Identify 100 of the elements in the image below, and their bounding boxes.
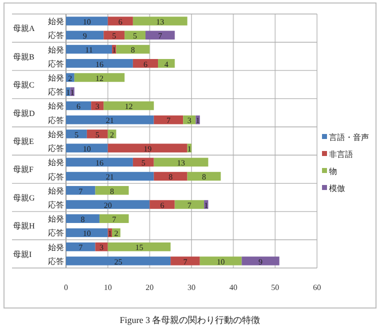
y-tick-label: 応答 bbox=[48, 116, 64, 125]
bar bbox=[108, 242, 171, 252]
bar bbox=[66, 228, 108, 238]
data-label: 8 bbox=[80, 214, 85, 224]
data-label: 12 bbox=[95, 74, 104, 83]
y-tick-label: 始発 bbox=[48, 214, 64, 224]
data-label: 10 bbox=[82, 229, 91, 238]
data-label: 16 bbox=[95, 158, 104, 168]
bar bbox=[66, 214, 100, 223]
x-tick-label: 40 bbox=[229, 283, 238, 292]
text: 母親I bbox=[13, 250, 32, 259]
data-label: 11 bbox=[85, 46, 93, 55]
data-label: 5 bbox=[112, 32, 116, 41]
bar bbox=[104, 30, 125, 40]
bar bbox=[66, 256, 171, 266]
data-label: 1 bbox=[196, 116, 200, 126]
bar bbox=[132, 16, 188, 26]
bar bbox=[66, 172, 154, 181]
bar bbox=[154, 158, 208, 167]
data-label: 2 bbox=[68, 74, 72, 83]
data-label: 1 bbox=[187, 144, 192, 154]
bar bbox=[124, 30, 146, 40]
y-tick-label: 始発 bbox=[48, 186, 64, 196]
data-label: 8 bbox=[202, 172, 206, 182]
data-label: 5 bbox=[141, 158, 146, 168]
data-label: 16 bbox=[95, 60, 104, 69]
bar bbox=[66, 144, 108, 152]
data-label: 6 bbox=[143, 60, 148, 69]
y-tick-label: 始発 bbox=[48, 102, 64, 111]
legend-label: 物 bbox=[329, 167, 337, 176]
bar bbox=[66, 200, 150, 209]
data-label: 6 bbox=[76, 102, 81, 112]
bar bbox=[242, 256, 280, 266]
data-label: 6 bbox=[160, 200, 164, 210]
bar bbox=[132, 158, 154, 167]
data-label: 7 bbox=[78, 243, 83, 252]
data-label: 9 bbox=[82, 32, 87, 41]
bar bbox=[187, 172, 221, 181]
y-tick-label: 応答 bbox=[48, 200, 64, 210]
bar bbox=[74, 73, 125, 82]
data-label: 1 bbox=[70, 88, 74, 97]
y-tick-label: 始発 bbox=[48, 17, 64, 26]
data-label: 5 bbox=[74, 130, 78, 140]
data-label: 10 bbox=[216, 257, 225, 266]
data-label: 1 bbox=[108, 229, 112, 238]
data-label: 8 bbox=[168, 172, 173, 182]
data-label: 1 bbox=[66, 88, 70, 97]
y-tick-label: 応答 bbox=[48, 59, 64, 68]
data-label: 7 bbox=[78, 186, 83, 196]
y-tick-label: 始発 bbox=[48, 130, 64, 139]
bar bbox=[86, 130, 108, 138]
bar bbox=[66, 186, 96, 195]
y-tick-label: 応答 bbox=[48, 228, 64, 238]
bar bbox=[200, 256, 242, 266]
bar bbox=[66, 59, 133, 68]
legend-label: 模倣 bbox=[329, 184, 345, 193]
text: 母親C bbox=[13, 80, 34, 90]
bar bbox=[170, 256, 200, 266]
x-tick-label: 10 bbox=[104, 283, 112, 292]
legend-label: 言語・音声 bbox=[329, 133, 369, 142]
data-label: 13 bbox=[177, 158, 186, 168]
legend-label: 非言語 bbox=[329, 150, 353, 159]
x-tick-label: 60 bbox=[313, 283, 321, 292]
y-tick-label: 応答 bbox=[48, 172, 64, 182]
bar bbox=[66, 16, 108, 26]
data-label: 13 bbox=[156, 17, 164, 26]
data-label: 7 bbox=[183, 257, 188, 266]
x-tick-label: 20 bbox=[146, 283, 154, 292]
text: 母親A bbox=[13, 24, 35, 34]
y-tick-label: 応答 bbox=[48, 256, 64, 266]
x-tick-label: 0 bbox=[64, 283, 68, 292]
bar bbox=[150, 200, 175, 209]
text: 母親F bbox=[13, 165, 34, 174]
y-tick-label: 始発 bbox=[48, 74, 64, 82]
data-label: 7 bbox=[112, 214, 116, 224]
bar bbox=[99, 214, 129, 223]
bar bbox=[108, 16, 133, 26]
data-label: 21 bbox=[106, 116, 114, 126]
data-label: 9 bbox=[258, 257, 263, 266]
data-label: 10 bbox=[82, 144, 91, 154]
y-tick-label: 応答 bbox=[48, 144, 64, 154]
data-label: 19 bbox=[144, 144, 152, 154]
data-label: 3 bbox=[95, 102, 100, 112]
text: 母親E bbox=[13, 137, 34, 146]
data-label: 12 bbox=[124, 102, 133, 112]
text: 母親B bbox=[13, 52, 34, 62]
text: 母親G bbox=[13, 193, 35, 202]
data-label: 7 bbox=[166, 116, 170, 126]
data-label: 8 bbox=[110, 186, 114, 196]
data-label: 20 bbox=[104, 200, 112, 210]
bar bbox=[145, 30, 175, 40]
data-label: 4 bbox=[164, 60, 168, 69]
data-label: 7 bbox=[187, 200, 192, 210]
data-label: 7 bbox=[158, 32, 162, 41]
bar bbox=[95, 186, 129, 195]
bar bbox=[116, 44, 150, 54]
bar bbox=[154, 115, 184, 124]
text: 母親H bbox=[13, 222, 35, 231]
bar bbox=[66, 130, 87, 138]
bar bbox=[158, 59, 175, 68]
